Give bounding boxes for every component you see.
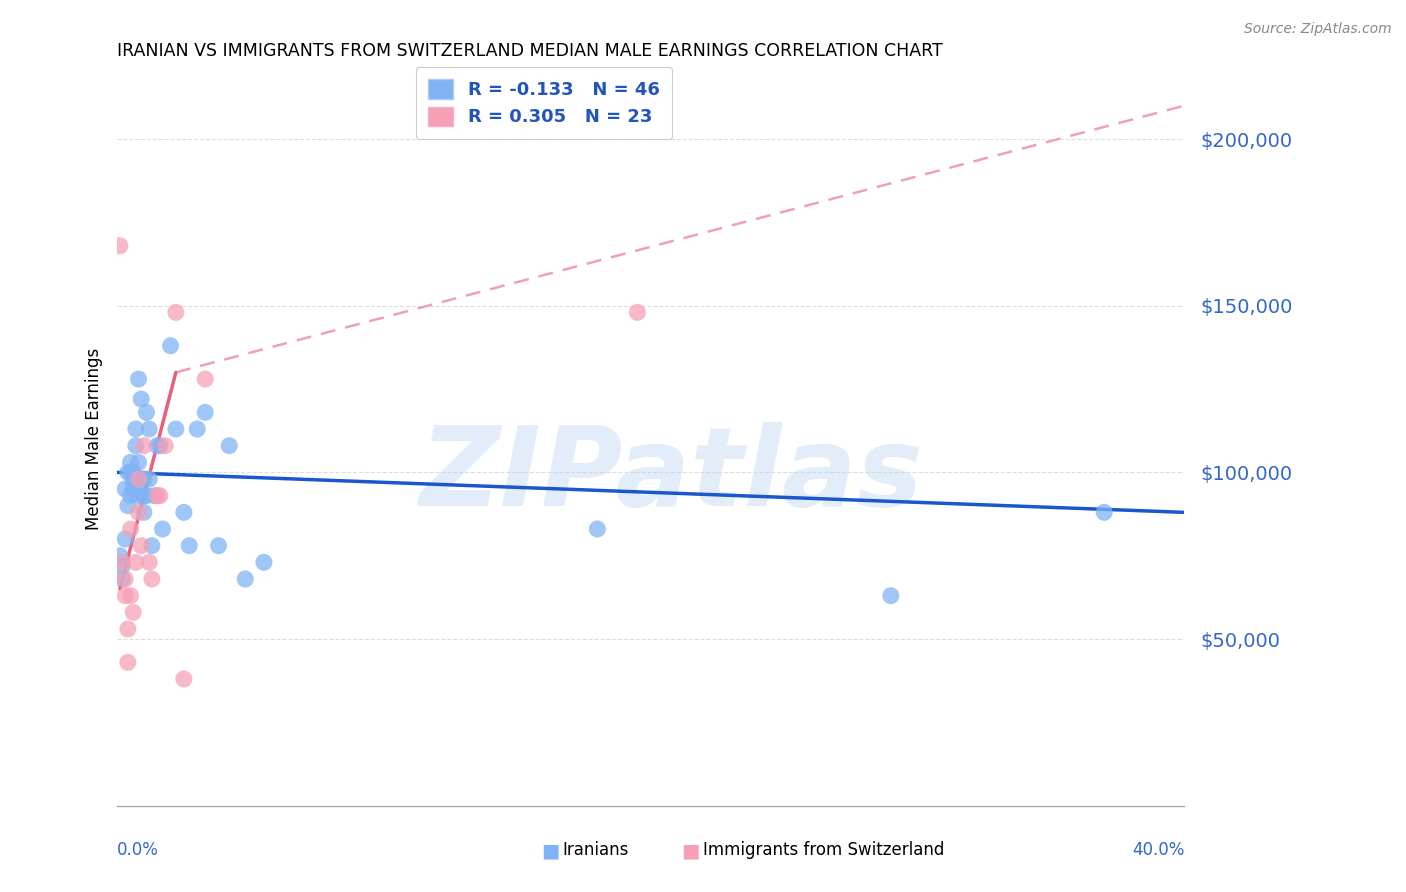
Point: [111, 555, 134, 569]
Point: [122, 466, 145, 480]
Point: [138, 555, 160, 569]
Point: [132, 505, 155, 519]
Point: [111, 558, 134, 573]
Point: [122, 475, 145, 490]
Point: [128, 472, 150, 486]
Text: Immigrants from Switzerland: Immigrants from Switzerland: [703, 841, 943, 859]
Point: [152, 522, 174, 536]
Point: [114, 482, 136, 496]
Point: [125, 472, 148, 486]
Point: [122, 482, 145, 496]
Point: [135, 405, 157, 419]
Point: [114, 532, 136, 546]
Point: [132, 489, 155, 503]
Point: [120, 589, 142, 603]
Point: [128, 505, 150, 519]
Text: Iranians: Iranians: [562, 841, 628, 859]
Point: [218, 439, 240, 453]
Point: [122, 605, 145, 619]
Point: [880, 589, 903, 603]
Point: [159, 339, 181, 353]
Point: [194, 405, 217, 419]
Point: [146, 489, 169, 503]
Y-axis label: Median Male Earnings: Median Male Earnings: [86, 348, 103, 530]
Text: Source: ZipAtlas.com: Source: ZipAtlas.com: [1244, 22, 1392, 37]
Point: [125, 555, 148, 569]
Point: [117, 466, 139, 480]
Text: ■: ■: [541, 841, 560, 860]
Text: ZIPatlas: ZIPatlas: [420, 422, 924, 529]
Point: [173, 505, 195, 519]
Point: [117, 656, 139, 670]
Point: [120, 489, 142, 503]
Point: [132, 472, 155, 486]
Point: [117, 622, 139, 636]
Point: [149, 439, 172, 453]
Point: [111, 572, 134, 586]
Point: [155, 439, 177, 453]
Point: [125, 439, 148, 453]
Text: 40.0%: 40.0%: [1132, 841, 1184, 859]
Point: [135, 489, 157, 503]
Point: [149, 489, 172, 503]
Point: [143, 489, 166, 503]
Point: [125, 422, 148, 436]
Point: [586, 522, 609, 536]
Point: [173, 672, 195, 686]
Text: 0.0%: 0.0%: [117, 841, 159, 859]
Point: [128, 372, 150, 386]
Point: [141, 539, 163, 553]
Point: [146, 439, 169, 453]
Point: [129, 539, 152, 553]
Point: [233, 572, 256, 586]
Point: [128, 489, 150, 503]
Point: [128, 455, 150, 469]
Point: [120, 466, 142, 480]
Point: [179, 539, 201, 553]
Point: [138, 422, 160, 436]
Point: [1092, 505, 1115, 519]
Point: [186, 422, 208, 436]
Point: [114, 572, 136, 586]
Point: [165, 305, 187, 319]
Point: [108, 238, 131, 252]
Point: [120, 522, 142, 536]
Point: [141, 572, 163, 586]
Point: [120, 455, 142, 469]
Point: [108, 549, 131, 563]
Point: [138, 472, 160, 486]
Legend: R = -0.133   N = 46, R = 0.305   N = 23: R = -0.133 N = 46, R = 0.305 N = 23: [416, 67, 672, 139]
Text: ■: ■: [682, 841, 700, 860]
Point: [626, 305, 648, 319]
Point: [194, 372, 217, 386]
Point: [207, 539, 229, 553]
Point: [129, 392, 152, 406]
Point: [117, 499, 139, 513]
Point: [132, 439, 155, 453]
Point: [253, 555, 276, 569]
Point: [114, 589, 136, 603]
Point: [165, 422, 187, 436]
Text: IRANIAN VS IMMIGRANTS FROM SWITZERLAND MEDIAN MALE EARNINGS CORRELATION CHART: IRANIAN VS IMMIGRANTS FROM SWITZERLAND M…: [117, 42, 943, 60]
Point: [129, 472, 152, 486]
